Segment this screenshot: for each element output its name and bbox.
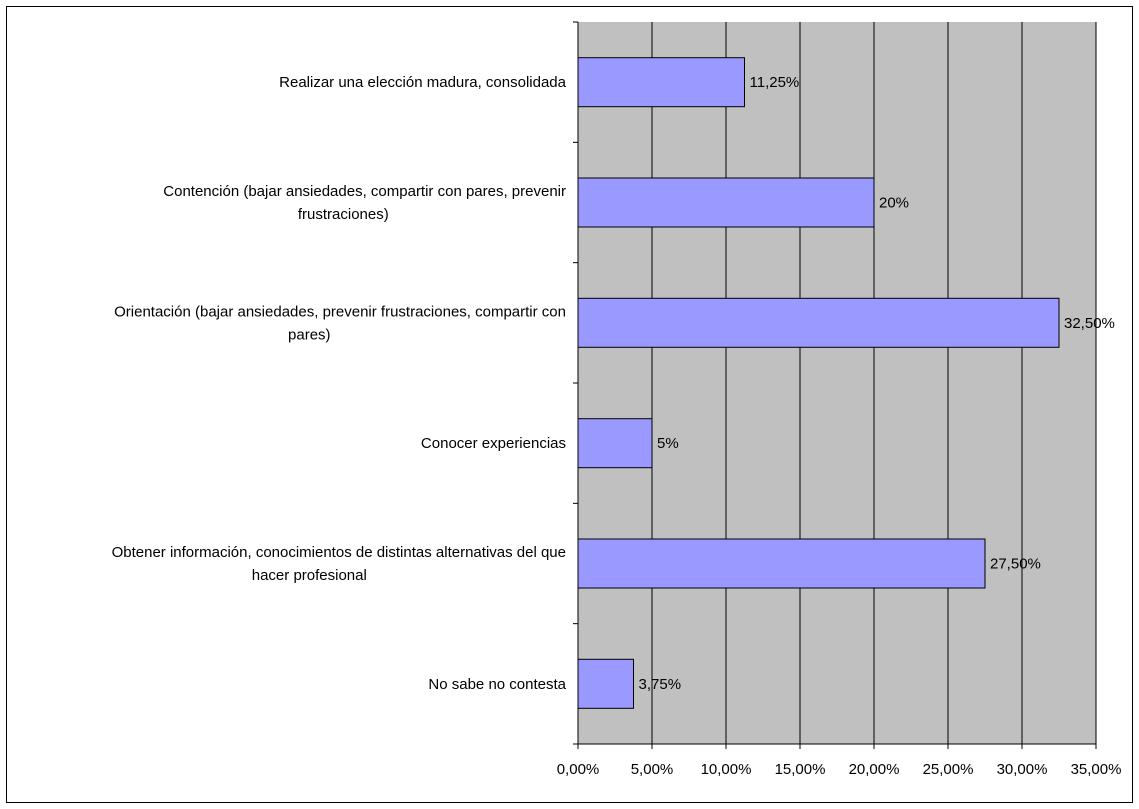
plot-background [578,22,1096,744]
x-tick-label: 0,00% [557,761,600,778]
x-tick-label: 20,00% [849,761,900,778]
x-tick-label: 15,00% [775,761,826,778]
x-tick-label: 30,00% [997,761,1048,778]
data-label: 32,50% [1064,315,1115,332]
data-label: 5% [657,435,679,452]
category-label: Conocer experiencias [421,435,566,452]
bar [577,177,875,228]
bars [577,57,1060,709]
bar [577,538,986,589]
category-label: Contención (bajar ansiedades, compartir … [163,183,566,200]
gridlines [651,22,1097,744]
data-label: 20% [879,195,909,212]
category-label: Obtener información, conocimientos de di… [112,544,566,561]
bar [577,418,653,469]
x-tick-label: 5,00% [631,761,674,778]
x-tick-label: 25,00% [923,761,974,778]
bar [577,57,745,108]
category-label: frustraciones) [298,206,389,223]
category-label: Realizar una elección madura, consolidad… [279,74,566,91]
category-label: hacer profesional [252,567,367,584]
x-tick-label: 35,00% [1071,761,1122,778]
axes [573,21,1097,749]
data-label: 27,50% [990,556,1041,573]
plot-area [578,22,1096,744]
category-label: No sabe no contesta [428,676,566,693]
bar [577,297,1060,348]
category-label: pares) [288,326,331,343]
category-label: Orientación (bajar ansiedades, prevenir … [114,303,566,320]
bar [577,658,634,709]
data-label: 11,25% [750,74,800,91]
x-tick-label: 10,00% [701,761,752,778]
data-label: 3,75% [639,676,682,693]
labels: 0,00% 5,00% 10,00% 15,00% 20,00% 25,00% 30,00%… [112,74,1122,778]
